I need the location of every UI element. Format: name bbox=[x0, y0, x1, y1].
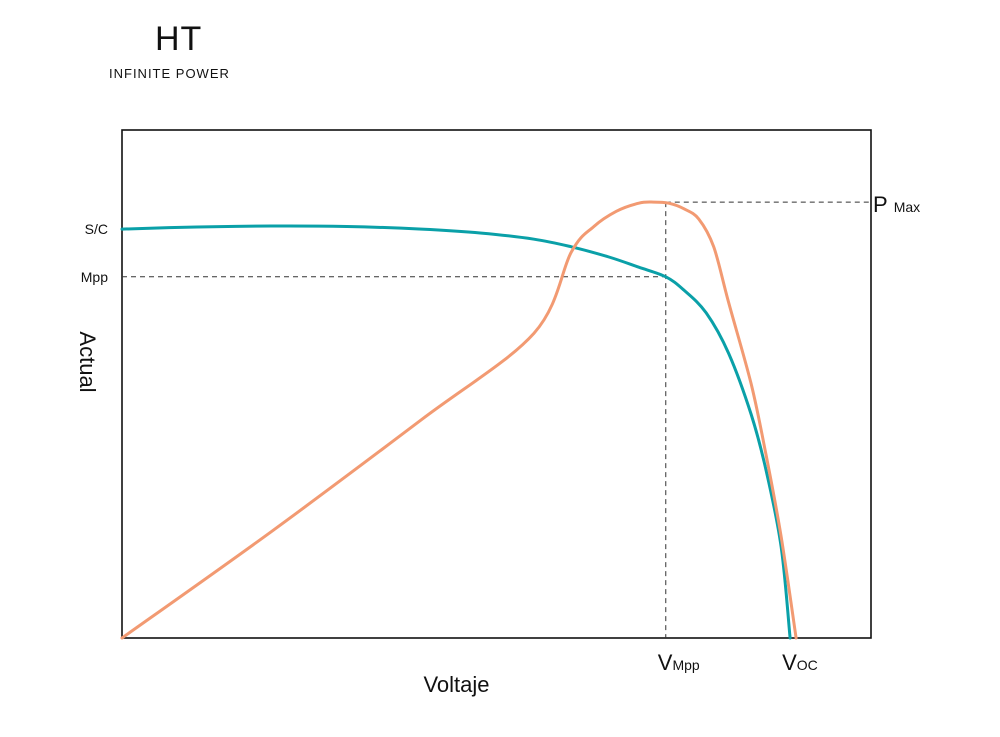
x-marker-vmpp: VMpp bbox=[658, 650, 700, 675]
series-power-line bbox=[120, 200, 798, 640]
x-marker-voc: VOC bbox=[782, 650, 818, 675]
pmax-label: P Max bbox=[873, 192, 920, 217]
y-axis-label: Actual bbox=[75, 331, 100, 392]
logo-mark: HT bbox=[155, 20, 203, 58]
y-marker-sc: S/C bbox=[85, 221, 108, 237]
plot-frame bbox=[121, 129, 872, 639]
brand-logo: HT INFINITE POWER bbox=[105, 20, 265, 81]
series-current-line bbox=[120, 224, 792, 640]
x-axis-label: Voltaje bbox=[423, 672, 489, 697]
y-marker-mpp: Mpp bbox=[81, 269, 108, 285]
logo-tagline: INFINITE POWER bbox=[109, 66, 230, 81]
